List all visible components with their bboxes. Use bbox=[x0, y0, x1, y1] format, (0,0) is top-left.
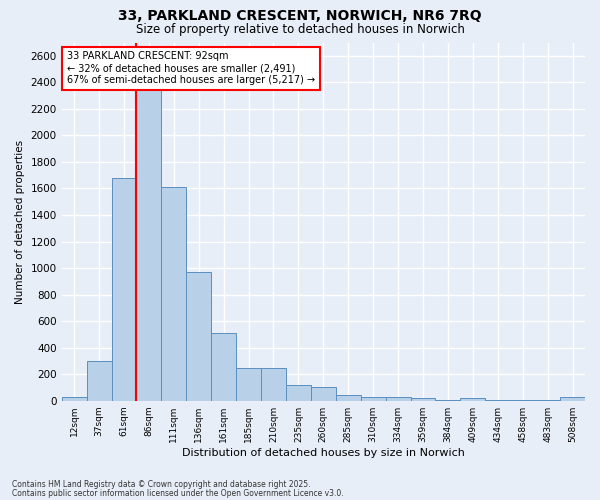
Bar bbox=[286, 385, 311, 400]
Bar bbox=[261, 368, 286, 400]
Bar bbox=[560, 398, 585, 400]
Bar bbox=[112, 178, 136, 400]
Bar bbox=[211, 333, 236, 400]
Bar bbox=[62, 398, 86, 400]
Bar bbox=[186, 272, 211, 400]
Text: 33, PARKLAND CRESCENT, NORWICH, NR6 7RQ: 33, PARKLAND CRESCENT, NORWICH, NR6 7RQ bbox=[118, 9, 482, 23]
Bar bbox=[386, 398, 410, 400]
Bar bbox=[86, 361, 112, 401]
Text: Size of property relative to detached houses in Norwich: Size of property relative to detached ho… bbox=[136, 22, 464, 36]
Bar bbox=[336, 396, 361, 400]
Text: Contains public sector information licensed under the Open Government Licence v3: Contains public sector information licen… bbox=[12, 488, 344, 498]
Y-axis label: Number of detached properties: Number of detached properties bbox=[15, 140, 25, 304]
Bar bbox=[460, 398, 485, 400]
Bar bbox=[410, 398, 436, 400]
Bar bbox=[161, 187, 186, 400]
Bar bbox=[136, 70, 161, 400]
X-axis label: Distribution of detached houses by size in Norwich: Distribution of detached houses by size … bbox=[182, 448, 465, 458]
Text: 33 PARKLAND CRESCENT: 92sqm
← 32% of detached houses are smaller (2,491)
67% of : 33 PARKLAND CRESCENT: 92sqm ← 32% of det… bbox=[67, 52, 315, 84]
Bar bbox=[361, 396, 386, 400]
Text: Contains HM Land Registry data © Crown copyright and database right 2025.: Contains HM Land Registry data © Crown c… bbox=[12, 480, 311, 489]
Bar bbox=[311, 388, 336, 400]
Bar bbox=[236, 368, 261, 400]
